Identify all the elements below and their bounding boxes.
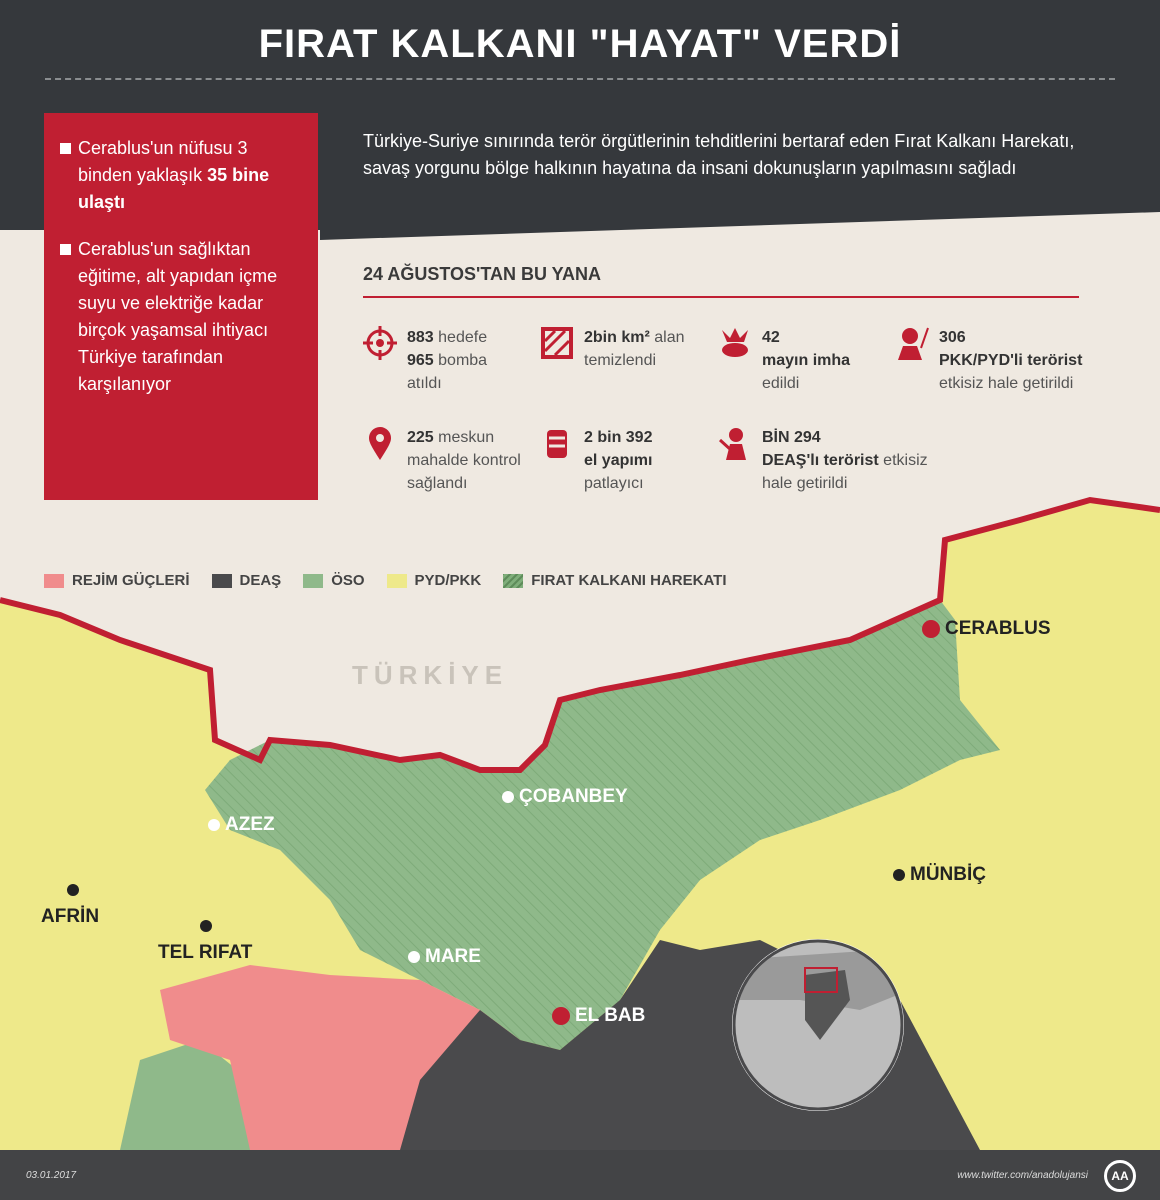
twitter-link[interactable]: www.twitter.com/anadolujansi xyxy=(957,1170,1088,1181)
legend-item: PYD/PKK xyxy=(386,572,481,589)
legend-item: ÖSO xyxy=(303,572,365,589)
city-label: MARE xyxy=(408,946,481,968)
footer: 03.01.2017 www.twitter.com/anadolujansi … xyxy=(0,1150,1160,1200)
city-marker-icon xyxy=(208,819,220,831)
intro-text: Türkiye-Suriye sınırında terör örgütleri… xyxy=(363,131,1075,178)
pkk-terrorist-icon xyxy=(898,327,929,360)
city-marker-icon xyxy=(408,951,420,963)
stat-item: 42 mayın imha edildi xyxy=(718,326,850,395)
inset-locator-map xyxy=(735,942,901,1108)
city-label: EL BAB xyxy=(552,1005,645,1027)
city-marker-icon xyxy=(552,1007,570,1025)
explosive-icon xyxy=(547,430,567,458)
legend-item: FIRAT KALKANI HAREKATI xyxy=(503,572,727,589)
deas-terrorist-icon xyxy=(718,428,746,460)
city-marker-icon xyxy=(922,620,940,638)
city-label: TEL RIFAT xyxy=(158,916,252,964)
stats-title: 24 AĞUSTOS'TAN BU YANA xyxy=(363,264,601,284)
mine-explosion-icon xyxy=(722,328,748,357)
map-legend: REJİM GÜÇLERİ DEAŞ ÖSO PYD/PKK FIRAT KALKANI… xyxy=(44,572,727,589)
firat-kalkani-hatched xyxy=(205,600,1000,1050)
legend-swatch xyxy=(386,573,407,588)
legend-swatch xyxy=(503,573,524,588)
stat-item: BİN 294 DEAŞ'lı terörist etkisiz hale geti… xyxy=(718,426,928,495)
country-label: TÜRKİYE xyxy=(352,660,509,690)
city-label: AFRİN xyxy=(41,880,99,928)
legend-item: DEAŞ xyxy=(211,572,281,589)
stat-item: 2 bin 392 el yapımı patlayıcı xyxy=(540,426,652,495)
city-marker-icon xyxy=(502,791,514,803)
city-label: AZEZ xyxy=(208,814,275,836)
stat-item: 306 PKK/PYD'li terörist etkisiz hale getir… xyxy=(895,326,1082,395)
stat-item: 2bin km² alan temizlendi xyxy=(540,326,685,372)
divider xyxy=(45,78,1115,80)
stat-item: 225 meskun mahalde kontrol sağlandı xyxy=(363,426,521,495)
date: 03.01.2017 xyxy=(26,1170,77,1181)
turkey-syria-border xyxy=(0,496,1160,773)
legend-swatch xyxy=(44,573,64,588)
city-label: CERABLUS xyxy=(922,618,1051,640)
legend-swatch xyxy=(303,573,324,588)
city-marker-icon xyxy=(200,920,212,932)
location-pin-icon xyxy=(369,427,391,460)
city-marker-icon xyxy=(893,869,905,881)
highlights-box: Cerablus'un nüfusu 3 binden yaklaşık 35 … xyxy=(44,113,318,500)
legend-swatch xyxy=(211,573,232,588)
crosshair-icon xyxy=(363,326,397,360)
cleared-area-icon xyxy=(541,327,573,359)
oso-afrin-area xyxy=(120,1040,260,1150)
divider xyxy=(363,296,1079,298)
highlight-item: Cerablus'un sağlıktan eğitime, alt yapıd… xyxy=(60,236,302,398)
city-label: ÇOBANBEY xyxy=(502,786,628,808)
stat-item: 883 hedefe 965 bomba atıldı xyxy=(363,326,487,395)
page-title: FIRAT KALKANI "HAYAT" VERDİ xyxy=(258,22,902,66)
highlight-item: Cerablus'un nüfusu 3 binden yaklaşık 35 … xyxy=(60,135,302,216)
city-marker-icon xyxy=(67,884,79,896)
legend-item: REJİM GÜÇLERİ xyxy=(44,572,190,589)
aa-logo: AA xyxy=(1104,1160,1136,1192)
city-label: MÜNBİÇ xyxy=(893,864,986,886)
